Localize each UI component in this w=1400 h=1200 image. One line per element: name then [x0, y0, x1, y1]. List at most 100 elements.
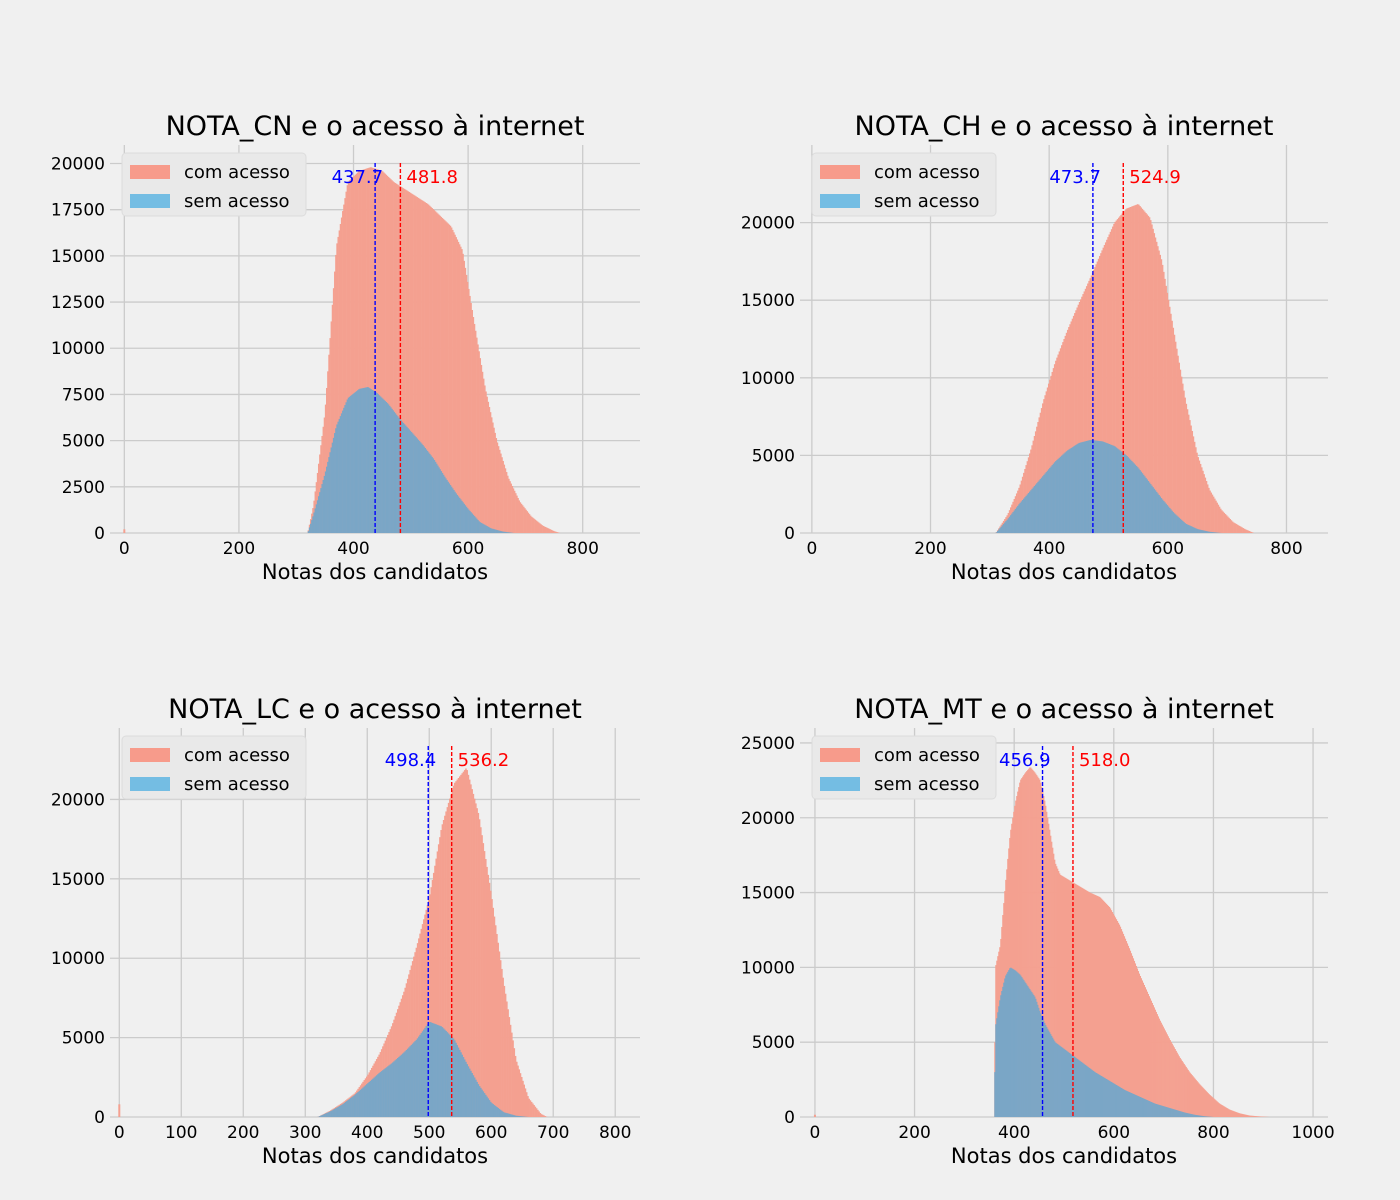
histogram-bar — [1006, 973, 1008, 1117]
histogram-bar — [1159, 1020, 1161, 1117]
histogram-bar — [481, 835, 483, 1117]
histogram-bar — [532, 517, 534, 533]
legend-entry: com acesso — [874, 162, 980, 183]
histogram-bar — [322, 426, 325, 533]
histogram-bar — [518, 500, 520, 533]
histogram-bar — [1167, 299, 1170, 533]
histogram-bar — [1126, 943, 1129, 1117]
histogram-bar — [1039, 479, 1042, 533]
histogram-bar — [436, 463, 438, 533]
histogram-bar — [320, 1115, 322, 1117]
histogram-bar — [367, 168, 369, 533]
histogram-bar — [1241, 1113, 1243, 1117]
histogram-bar — [462, 771, 465, 1117]
histogram-bar — [508, 532, 510, 533]
histogram-bar — [1257, 1116, 1259, 1117]
histogram-bar — [1252, 532, 1254, 533]
histogram-bar — [375, 168, 377, 533]
histogram-bar — [1012, 968, 1014, 1117]
histogram-bar — [1089, 892, 1092, 1117]
mean-label-com-acesso: 536.2 — [458, 750, 510, 771]
histogram-bar — [1180, 519, 1183, 533]
histogram-bar — [481, 1089, 483, 1117]
histogram-bar — [1098, 896, 1101, 1117]
histogram-bar — [1105, 1078, 1108, 1117]
histogram-bar — [1121, 1088, 1124, 1117]
histogram-bar — [1127, 207, 1129, 533]
histogram-bar — [520, 1116, 523, 1117]
histogram-bar — [424, 1027, 426, 1117]
histogram-bar — [1153, 1103, 1155, 1117]
histogram-bar — [411, 194, 414, 533]
histogram-bar — [1154, 1103, 1156, 1117]
histogram-bar — [1082, 1063, 1085, 1117]
legend-swatch — [130, 777, 170, 791]
mean-label-sem-acesso: 456.9 — [999, 750, 1051, 771]
histogram-bar — [1230, 1110, 1232, 1117]
histogram-bar — [439, 215, 441, 534]
x-tick-label: 400 — [1033, 539, 1065, 559]
histogram-bar — [1079, 886, 1082, 1117]
histogram-bar — [410, 432, 413, 533]
histogram-bar — [1059, 348, 1062, 533]
histogram-bar — [390, 1063, 393, 1117]
histogram-bar — [1163, 1028, 1165, 1117]
histogram-bar — [1155, 1103, 1157, 1117]
histogram-bar — [514, 1115, 517, 1117]
histogram-bar — [1224, 514, 1227, 533]
histogram-bar — [1249, 531, 1252, 533]
histogram-bar — [375, 1075, 378, 1117]
histogram-bar — [1190, 1113, 1192, 1117]
histogram-bar — [1159, 254, 1162, 534]
histogram-bar — [1227, 516, 1229, 533]
x-tick-label: 600 — [1152, 539, 1184, 559]
histogram-bar — [1032, 440, 1035, 533]
histogram-bar — [1093, 269, 1095, 533]
histogram-bar — [346, 1100, 348, 1117]
histogram-bar — [469, 295, 471, 533]
histogram-bar — [1056, 357, 1058, 533]
histogram-bar — [1061, 875, 1063, 1117]
histogram-bar — [1142, 210, 1145, 533]
histogram-bar — [1112, 913, 1115, 1117]
histogram-bar — [1071, 1055, 1074, 1117]
histogram-bar — [1239, 525, 1241, 533]
histogram-bar — [478, 819, 481, 1117]
histogram-bar — [356, 390, 359, 533]
histogram-bar — [1210, 492, 1213, 533]
histogram-bar — [511, 1114, 513, 1117]
histogram-bar — [413, 1042, 415, 1117]
histogram-bar — [431, 1022, 434, 1117]
histogram-bar — [328, 1111, 331, 1117]
histogram-bar — [1225, 1107, 1227, 1117]
histogram-bar — [1202, 530, 1204, 533]
histogram-bar — [462, 1057, 465, 1117]
histogram-bar — [1088, 892, 1091, 1117]
histogram-bar — [1087, 891, 1090, 1117]
histogram-bar — [1101, 250, 1103, 533]
histogram-bar — [500, 453, 502, 533]
histogram-bar — [346, 399, 349, 533]
histogram-bar — [1126, 1091, 1129, 1117]
histogram-bar — [1201, 530, 1203, 533]
histogram-bar — [1012, 817, 1014, 1117]
histogram-bar — [366, 387, 368, 533]
histogram-bar — [1129, 1092, 1132, 1117]
histogram-bar — [434, 211, 437, 533]
histogram-bar — [421, 200, 423, 533]
histogram-bar — [1242, 528, 1245, 533]
histogram-bar — [1158, 250, 1160, 533]
histogram-bar — [996, 530, 999, 533]
histogram-bar — [502, 460, 504, 533]
histogram-bar — [1044, 395, 1046, 533]
histogram-bar — [1172, 1045, 1174, 1117]
histogram-bar — [478, 351, 480, 533]
histogram-bar — [532, 1103, 534, 1117]
histogram-bar — [1248, 530, 1250, 533]
histogram-bar — [339, 1105, 342, 1117]
histogram-bar — [457, 496, 460, 533]
histogram-bar — [384, 1068, 387, 1117]
histogram-bar — [1046, 811, 1048, 1117]
histogram-bar — [486, 396, 488, 533]
histogram-bar — [398, 417, 400, 533]
